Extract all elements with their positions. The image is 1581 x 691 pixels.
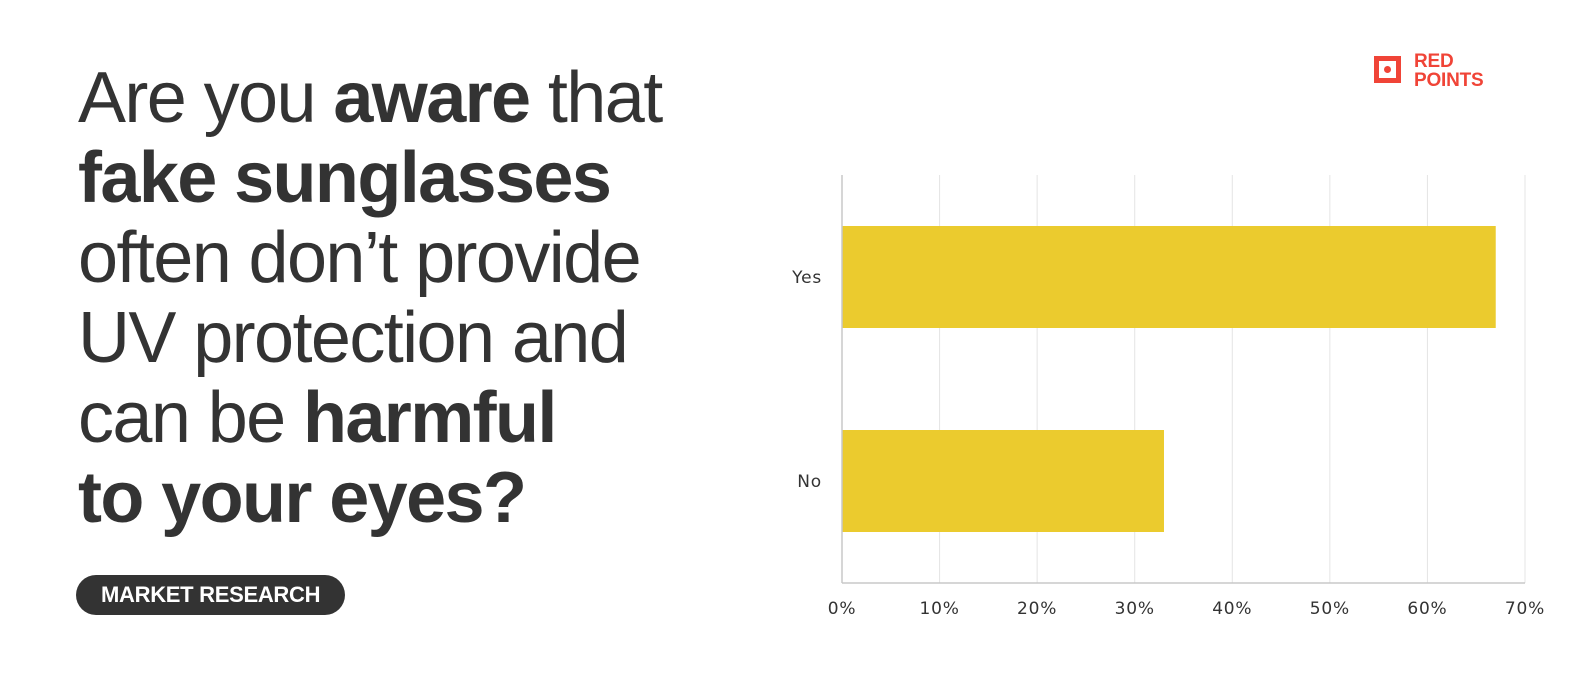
x-tick-label: 10% bbox=[919, 599, 959, 619]
x-tick-label: 70% bbox=[1505, 599, 1545, 619]
headline-emphasis: fake sunglasses bbox=[78, 138, 612, 218]
x-tick-label: 0% bbox=[828, 599, 857, 619]
headline-text: can be bbox=[78, 378, 303, 458]
logo-text-line-2: POINTS bbox=[1414, 70, 1484, 91]
category-label: Yes bbox=[791, 268, 822, 288]
x-tick-label: 50% bbox=[1310, 599, 1350, 619]
logo-dot bbox=[1384, 66, 1391, 73]
logo-text: RED POINTS bbox=[1414, 52, 1484, 90]
headline-line-6: to your eyes? bbox=[78, 458, 662, 538]
chart-category-labels: Yes No bbox=[791, 268, 822, 492]
bar-no bbox=[842, 430, 1164, 532]
logo-mark-icon bbox=[1374, 56, 1401, 83]
headline: Are you aware that fake sunglasses often… bbox=[78, 58, 663, 538]
x-tick-label: 60% bbox=[1407, 599, 1447, 619]
headline-emphasis: harmful bbox=[302, 378, 557, 458]
category-label: No bbox=[797, 472, 822, 492]
headline-line-4: UV protection and bbox=[78, 298, 629, 378]
x-tick-label: 40% bbox=[1212, 599, 1252, 619]
market-research-tag: MARKET RESEARCH bbox=[76, 575, 346, 615]
headline-text: Are you bbox=[78, 58, 334, 138]
bar-yes bbox=[842, 226, 1496, 328]
chart-x-tick-labels: 0% 10% 20% 30% 40% 50% 60% 70% bbox=[828, 599, 1545, 619]
headline-line-3: often don’t provide bbox=[78, 218, 642, 298]
chart-axes bbox=[841, 175, 1525, 584]
headline-line-1: Are you aware that bbox=[78, 58, 663, 138]
logo-text-line-1: RED bbox=[1414, 51, 1454, 72]
headline-text: that bbox=[529, 58, 663, 138]
x-tick-label: 20% bbox=[1017, 599, 1057, 619]
headline-emphasis: aware bbox=[333, 58, 531, 138]
headline-line-5: can be harmful bbox=[78, 378, 662, 458]
headline-emphasis: to your eyes? bbox=[78, 458, 527, 538]
chart-bars bbox=[842, 226, 1496, 532]
headline-line-2: fake sunglasses bbox=[78, 138, 662, 218]
x-tick-label: 30% bbox=[1115, 599, 1155, 619]
